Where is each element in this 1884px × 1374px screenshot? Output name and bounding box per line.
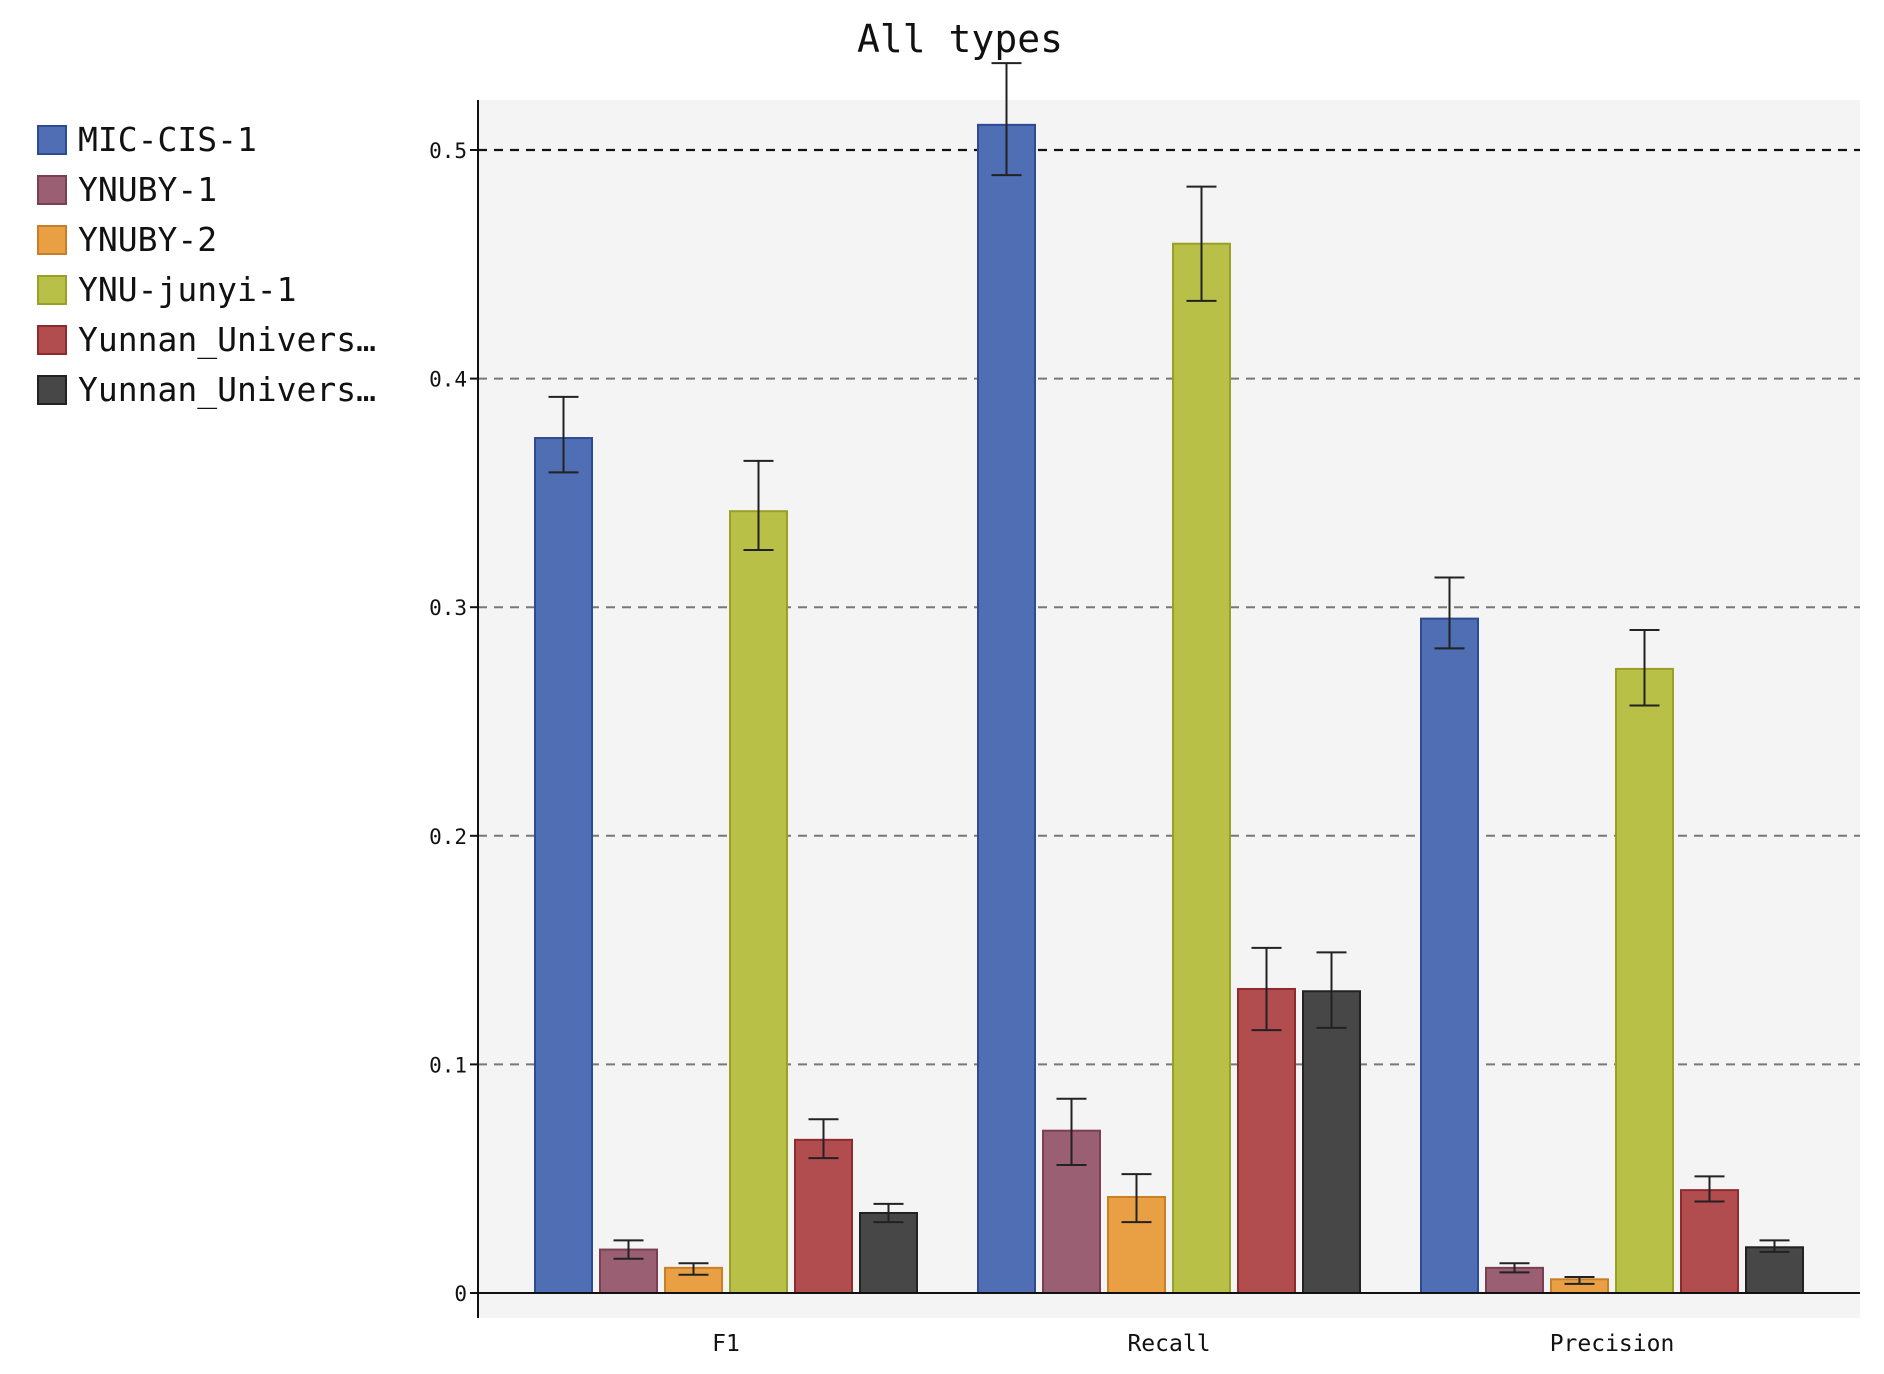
legend-label: MIC-CIS-1 <box>78 120 257 159</box>
y-tick-label: 0.1 <box>429 1053 467 1077</box>
bar <box>794 1138 853 1295</box>
bar <box>1680 1189 1739 1295</box>
legend-label: YNUBY-1 <box>78 170 217 209</box>
error-bar <box>1121 1173 1152 1224</box>
legend-swatch <box>37 375 67 405</box>
error-bar <box>1564 1275 1595 1285</box>
y-tick-label: 0.5 <box>429 139 467 163</box>
bar <box>1745 1246 1804 1295</box>
y-tick-label: 0.2 <box>429 825 467 849</box>
legend-item: YNUBY-1 <box>37 170 217 209</box>
x-category-label: Recall <box>1127 1331 1210 1357</box>
error-bar <box>1759 1239 1790 1253</box>
bars <box>534 62 1804 1295</box>
legend-item: Yunnan_Univers… <box>37 320 376 360</box>
bar <box>729 510 788 1294</box>
error-bar <box>678 1262 709 1276</box>
error-bar <box>991 62 1022 177</box>
error-bar <box>1056 1097 1087 1166</box>
bar <box>1302 990 1361 1294</box>
x-category-label: F1 <box>712 1331 740 1357</box>
error-bar <box>808 1118 839 1160</box>
error-bar <box>873 1202 904 1224</box>
y-tick-label: 0.4 <box>429 368 467 392</box>
bar <box>1420 617 1479 1294</box>
axes: 0 0.1 0.2 0.3 0.4 0.5 F1 Recall Precision <box>429 100 1860 1357</box>
bar <box>1615 667 1674 1294</box>
legend-label: YNU-junyi-1 <box>78 270 297 309</box>
legend-swatch <box>37 225 67 255</box>
legend-item: YNU-junyi-1 <box>37 270 297 309</box>
bar <box>859 1211 918 1294</box>
error-bar <box>1251 946 1282 1032</box>
chart-title: All types <box>857 17 1063 61</box>
legend: MIC-CIS-1 YNUBY-1 YNUBY-2 YNU-junyi-1 Yunnan… <box>37 120 376 410</box>
error-bar <box>1499 1262 1530 1274</box>
error-bar <box>548 395 579 474</box>
y-tick-label: 0 <box>454 1282 467 1306</box>
bar <box>534 437 593 1294</box>
legend-label: Yunnan_Univers… <box>78 320 376 360</box>
x-category-label: Precision <box>1550 1331 1675 1357</box>
legend-swatch <box>37 275 67 305</box>
error-bar <box>1694 1175 1725 1203</box>
error-bar <box>1186 185 1217 302</box>
y-tick-label: 0.3 <box>429 596 467 620</box>
error-bar <box>613 1239 644 1260</box>
legend-swatch <box>37 175 67 205</box>
legend-label: YNUBY-2 <box>78 220 217 259</box>
legend-label: Yunnan_Univers… <box>78 370 376 410</box>
legend-item: YNUBY-2 <box>37 220 217 259</box>
bar <box>1237 987 1296 1294</box>
bar <box>977 123 1036 1294</box>
error-bar <box>743 459 774 552</box>
grid-lines <box>478 148 1860 1066</box>
legend-item: Yunnan_Univers… <box>37 370 376 410</box>
error-bar <box>1629 629 1660 707</box>
error-bar <box>1434 576 1465 650</box>
legend-swatch <box>37 325 67 355</box>
legend-item: MIC-CIS-1 <box>37 120 257 159</box>
error-bar <box>1316 951 1347 1029</box>
legend-swatch <box>37 125 67 155</box>
bar <box>1172 242 1231 1295</box>
